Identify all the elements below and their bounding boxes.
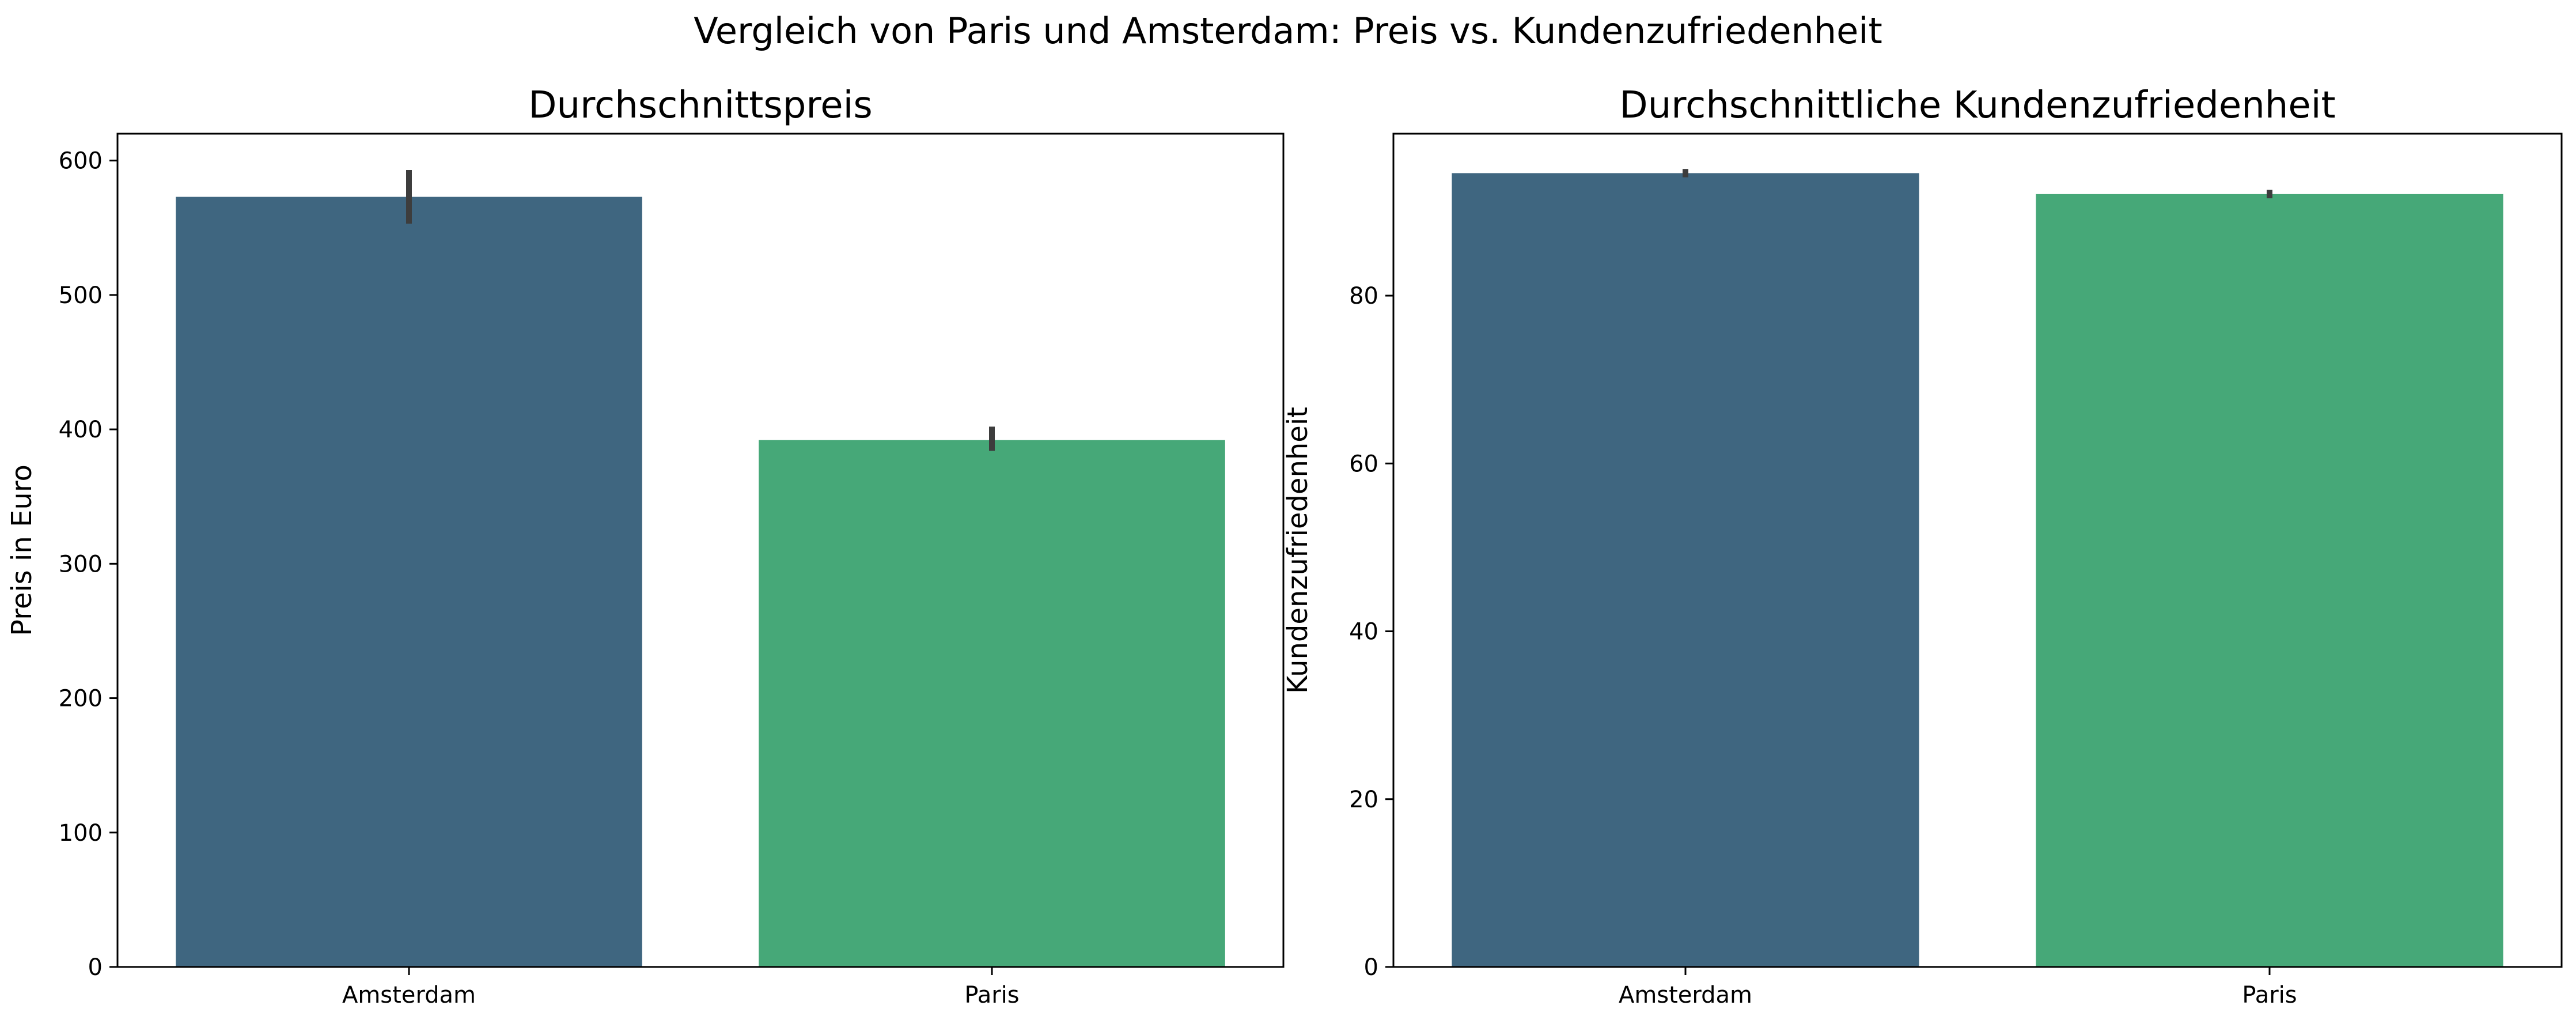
- y-tick-label-satisfaction-60: 60: [1349, 451, 1378, 477]
- x-tick-label-satisfaction-amsterdam: Amsterdam: [1619, 982, 1752, 1008]
- price-y-axis-label: Preis in Euro: [6, 464, 38, 636]
- y-tick-label-price-0: 0: [88, 954, 103, 981]
- x-tick-label-price-amsterdam: Amsterdam: [342, 982, 476, 1008]
- y-tick-label-price-200: 200: [59, 686, 103, 712]
- x-tick-label-price-paris: Paris: [964, 982, 1019, 1008]
- figure-title: Vergleich von Paris und Amsterdam: Preis…: [694, 10, 1882, 52]
- satisfaction-panel-title: Durchschnittliche Kundenzufriedenheit: [1619, 84, 2335, 127]
- y-tick-label-price-400: 400: [59, 417, 103, 443]
- bar-satisfaction-amsterdam: [1452, 173, 1919, 967]
- bar-satisfaction-paris: [2036, 194, 2503, 967]
- y-tick-label-price-100: 100: [59, 820, 103, 847]
- y-tick-label-satisfaction-20: 20: [1349, 787, 1378, 813]
- bar-price-amsterdam: [176, 197, 642, 968]
- y-tick-label-satisfaction-80: 80: [1349, 283, 1378, 309]
- x-tick-label-satisfaction-paris: Paris: [2242, 982, 2297, 1008]
- price-panel-title: Durchschnittspreis: [528, 84, 873, 127]
- satisfaction-axes-frame: [1392, 133, 2563, 968]
- satisfaction-y-axis-label: Kundenzufriedenheit: [1282, 407, 1314, 694]
- price-axes-frame: [116, 133, 1285, 968]
- y-tick-label-satisfaction-40: 40: [1349, 619, 1378, 645]
- y-tick-label-price-500: 500: [59, 282, 103, 309]
- bar-price-paris: [759, 440, 1225, 967]
- y-tick-label-price-300: 300: [59, 551, 103, 577]
- satisfaction-panel: Durchschnittliche Kundenzufriedenheit Kun…: [1282, 84, 2563, 1008]
- price-panel: Durchschnittspreis Preis in Euro Amsterdam…: [6, 84, 1285, 1008]
- y-tick-label-satisfaction-0: 0: [1364, 954, 1378, 981]
- y-tick-label-price-600: 600: [59, 148, 103, 175]
